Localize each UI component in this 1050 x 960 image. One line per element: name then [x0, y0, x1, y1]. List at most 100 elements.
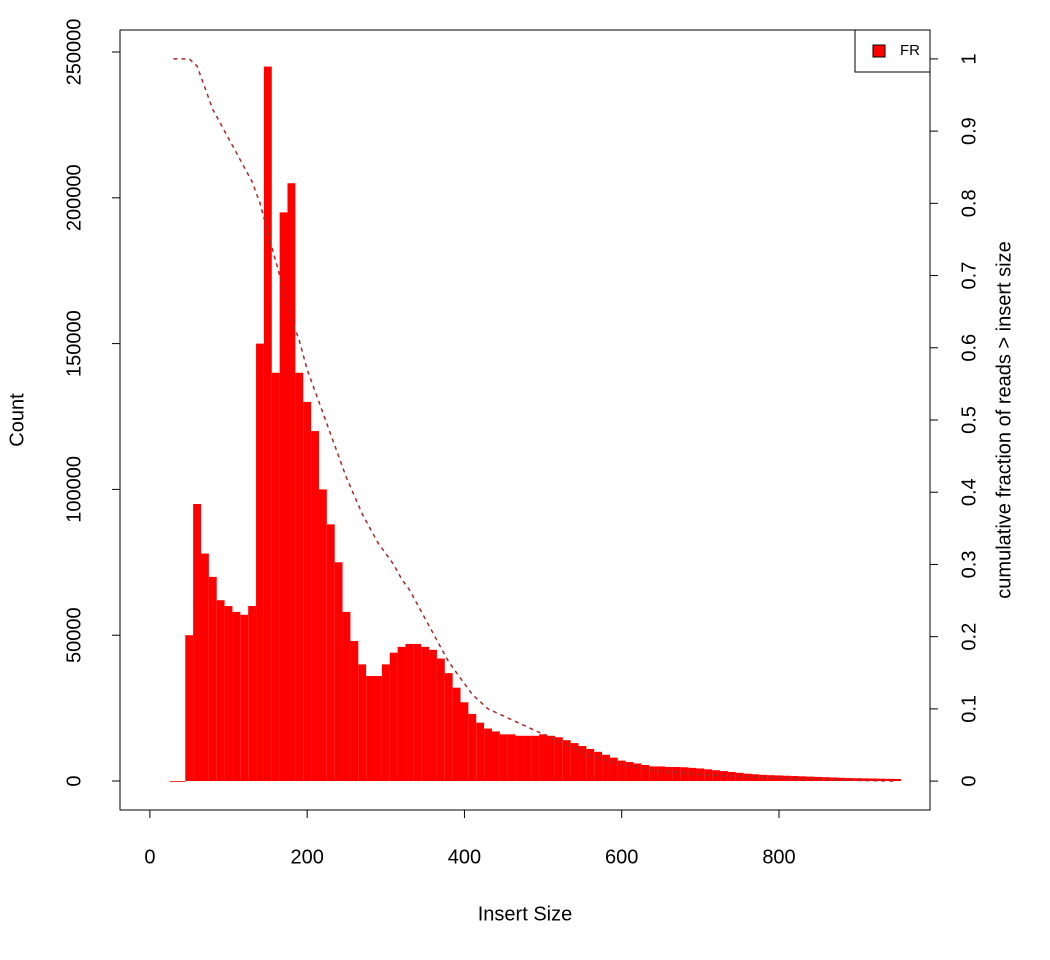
legend-swatch — [872, 44, 886, 58]
bar — [444, 673, 453, 782]
bar — [515, 735, 524, 782]
bar — [460, 702, 469, 782]
bar — [531, 735, 540, 782]
x-tick-label: 800 — [762, 846, 795, 868]
bar — [216, 600, 225, 782]
bar — [468, 713, 477, 782]
bar — [232, 611, 241, 782]
bar — [641, 764, 650, 782]
bar — [263, 66, 272, 782]
bar — [248, 606, 257, 782]
bar — [421, 646, 430, 782]
bar — [201, 553, 209, 782]
bar — [271, 372, 280, 782]
bar — [625, 762, 634, 782]
legend-label: FR — [900, 42, 920, 59]
bar — [295, 372, 304, 782]
bar — [193, 503, 201, 782]
cumulative-line — [173, 58, 897, 782]
bar — [562, 740, 571, 782]
y2-tick-label: 0.3 — [958, 551, 980, 579]
bar — [499, 734, 508, 782]
y2-tick-label: 0.9 — [958, 117, 980, 145]
bar — [861, 778, 870, 782]
y2-tick-label: 0.6 — [958, 334, 980, 362]
y-tick-label: 250000 — [63, 19, 85, 86]
y2-tick-label: 0.8 — [958, 189, 980, 217]
y2-tick-label: 0.5 — [958, 406, 980, 434]
y2-tick-label: 0.2 — [958, 623, 980, 651]
y2-tick-label: 0 — [958, 776, 980, 787]
bar — [547, 735, 555, 782]
bar — [570, 743, 579, 782]
y2-tick-label: 1 — [958, 53, 980, 64]
bar — [657, 766, 665, 782]
bar — [279, 212, 288, 782]
bar — [554, 737, 563, 782]
bar — [664, 767, 673, 782]
y-tick-label: 50000 — [63, 607, 85, 663]
bar — [224, 606, 233, 782]
x-tick-label: 200 — [290, 846, 323, 868]
bar — [413, 643, 422, 782]
bar — [452, 687, 461, 782]
bar — [436, 658, 445, 782]
bar — [397, 646, 406, 782]
y2-tick-label: 0.4 — [958, 478, 980, 506]
bar — [177, 781, 186, 782]
bar — [578, 746, 587, 782]
bar — [893, 778, 901, 782]
bar — [633, 763, 642, 782]
bar — [594, 751, 603, 782]
bar — [326, 524, 335, 782]
bar — [240, 614, 249, 782]
bar — [256, 343, 264, 782]
y2-tick-label: 0.1 — [958, 695, 980, 723]
y-tick-label: 100000 — [63, 456, 85, 523]
bar — [869, 778, 878, 782]
y2-axis-title: cumulative fraction of reads > insert si… — [993, 241, 1015, 598]
bar — [358, 664, 367, 782]
bar — [303, 401, 312, 782]
bar — [334, 562, 343, 782]
bar — [185, 635, 194, 782]
bar — [602, 754, 610, 782]
x-tick-label: 0 — [144, 846, 155, 868]
bar — [523, 735, 532, 782]
bar — [680, 767, 689, 782]
y2-tick-label: 0.7 — [958, 262, 980, 290]
bar — [853, 778, 862, 782]
bar — [539, 734, 548, 782]
x-tick-label: 600 — [605, 846, 638, 868]
bar — [484, 728, 492, 782]
bar — [311, 431, 319, 782]
bar — [672, 767, 681, 782]
bar — [366, 676, 375, 782]
bar — [507, 734, 516, 782]
y-axis-title: Count — [6, 393, 28, 447]
bar — [405, 643, 414, 782]
bar — [287, 183, 296, 782]
legend-box — [854, 29, 931, 73]
bar — [617, 760, 626, 782]
bar — [381, 664, 390, 782]
bar — [318, 489, 327, 782]
bar — [389, 652, 398, 782]
y-tick-label: 150000 — [63, 310, 85, 377]
bar — [877, 778, 886, 782]
y-tick-label: 0 — [63, 775, 85, 786]
x-axis-title: Insert Size — [478, 903, 572, 925]
x-tick-label: 400 — [448, 846, 481, 868]
bar — [609, 757, 618, 782]
bar — [208, 576, 217, 782]
bar — [491, 731, 500, 782]
bar — [586, 748, 595, 782]
bar — [429, 649, 437, 782]
y-tick-label: 200000 — [63, 164, 85, 231]
bar — [350, 641, 359, 782]
bar — [885, 778, 894, 782]
bar — [374, 676, 382, 782]
bar — [649, 766, 658, 782]
bar — [342, 611, 351, 782]
